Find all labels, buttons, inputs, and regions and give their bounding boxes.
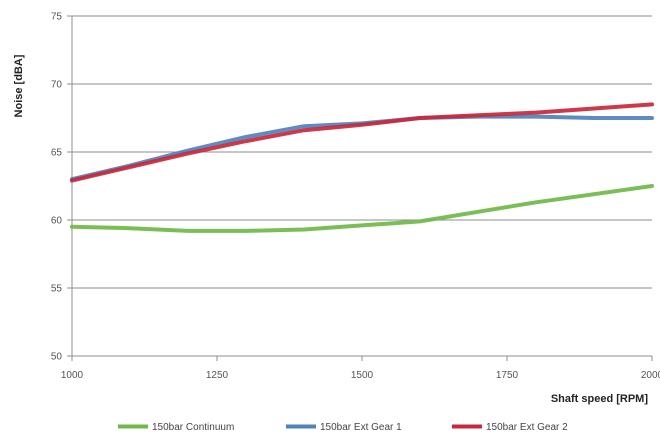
y-tick-label-65: 65 — [51, 148, 63, 159]
gridlines — [72, 15, 652, 289]
y-tick-label-60: 60 — [51, 216, 63, 227]
y-tick-label-70: 70 — [51, 80, 63, 91]
legend-label-1: 150bar Continuum — [152, 422, 234, 433]
legend: 150bar Continuum 150bar Ext Gear 1 150bar … — [118, 422, 568, 433]
y-tick-label-50: 50 — [51, 352, 63, 363]
legend-label-2: 150bar Ext Gear 1 — [320, 422, 402, 433]
x-tick-label-1000: 1000 — [61, 370, 84, 381]
y-tick-label-75: 75 — [51, 12, 63, 23]
series-line-3 — [70, 102, 654, 183]
y-axis-title: Noise [dBA] — [13, 54, 25, 117]
data-series — [70, 102, 654, 233]
x-tick-label-1750: 1750 — [496, 370, 519, 381]
y-tick-labels: 50 55 60 65 70 75 — [51, 12, 63, 363]
x-tick-labels: 1000 1250 1500 1750 2000 — [61, 370, 660, 381]
legend-label-3: 150bar Ext Gear 2 — [486, 422, 568, 433]
x-tick-label-1500: 1500 — [351, 370, 374, 381]
axes — [67, 15, 653, 361]
x-axis-title: Shaft speed [RPM] — [551, 393, 649, 405]
series-line-1 — [70, 184, 654, 233]
y-tick-label-55: 55 — [51, 284, 63, 295]
x-tick-label-1250: 1250 — [206, 370, 229, 381]
x-tick-label-2000: 2000 — [641, 370, 660, 381]
